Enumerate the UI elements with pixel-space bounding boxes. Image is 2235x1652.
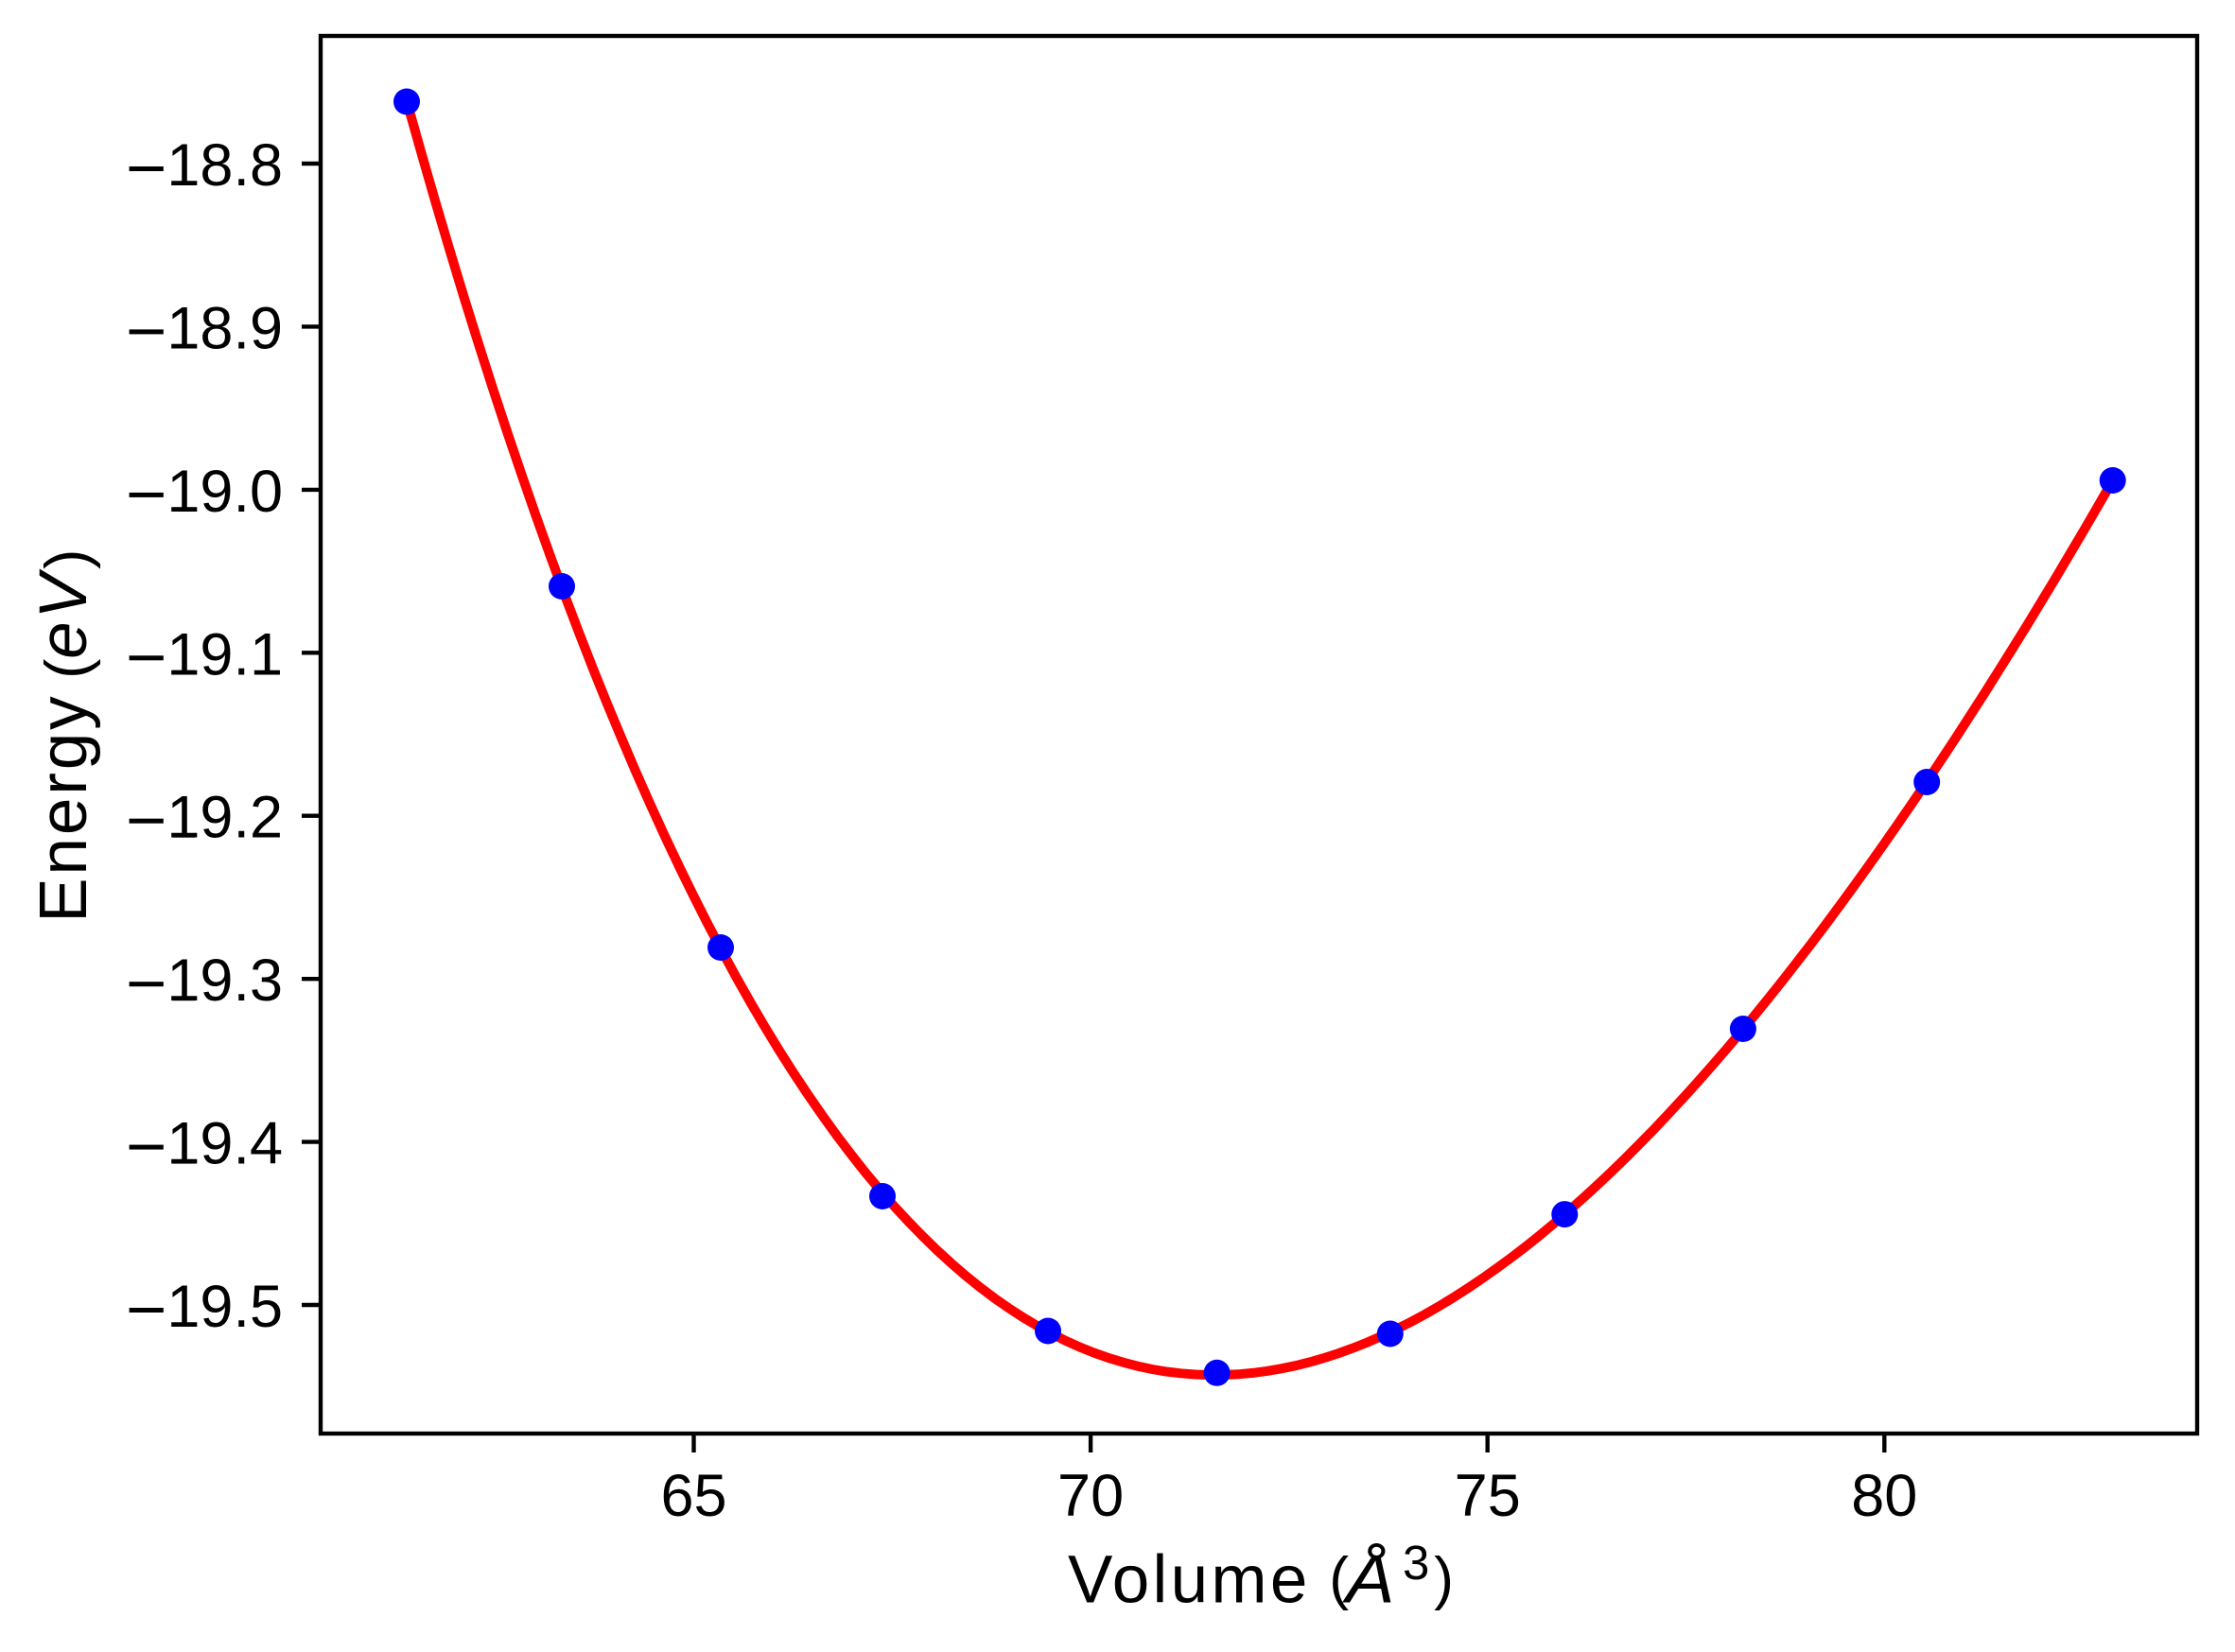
svg-text:18.8: 18.8 xyxy=(166,132,283,199)
svg-text:65: 65 xyxy=(660,1463,726,1529)
svg-text:): ) xyxy=(1434,1545,1454,1611)
svg-text:19.1: 19.1 xyxy=(166,621,283,687)
svg-text:(: ( xyxy=(1329,1545,1349,1611)
svg-text:75: 75 xyxy=(1455,1463,1521,1529)
svg-text:80: 80 xyxy=(1851,1463,1917,1529)
svg-text:19.3: 19.3 xyxy=(166,948,283,1014)
svg-text:19.4: 19.4 xyxy=(166,1111,283,1177)
svg-text:eV: eV xyxy=(26,568,101,658)
svg-text:(: ( xyxy=(33,658,101,678)
svg-text:19.5: 19.5 xyxy=(166,1274,283,1340)
svg-text:19.2: 19.2 xyxy=(166,785,283,851)
svg-text:19.0: 19.0 xyxy=(166,459,283,525)
svg-text:3: 3 xyxy=(1403,1536,1429,1590)
svg-text:Volume: Volume xyxy=(1068,1543,1311,1618)
svg-text:18.9: 18.9 xyxy=(166,295,283,361)
svg-text:Å: Å xyxy=(1342,1543,1395,1618)
svg-text:): ) xyxy=(33,549,101,569)
svg-text:70: 70 xyxy=(1057,1463,1124,1529)
svg-text:Energy: Energy xyxy=(26,693,101,922)
